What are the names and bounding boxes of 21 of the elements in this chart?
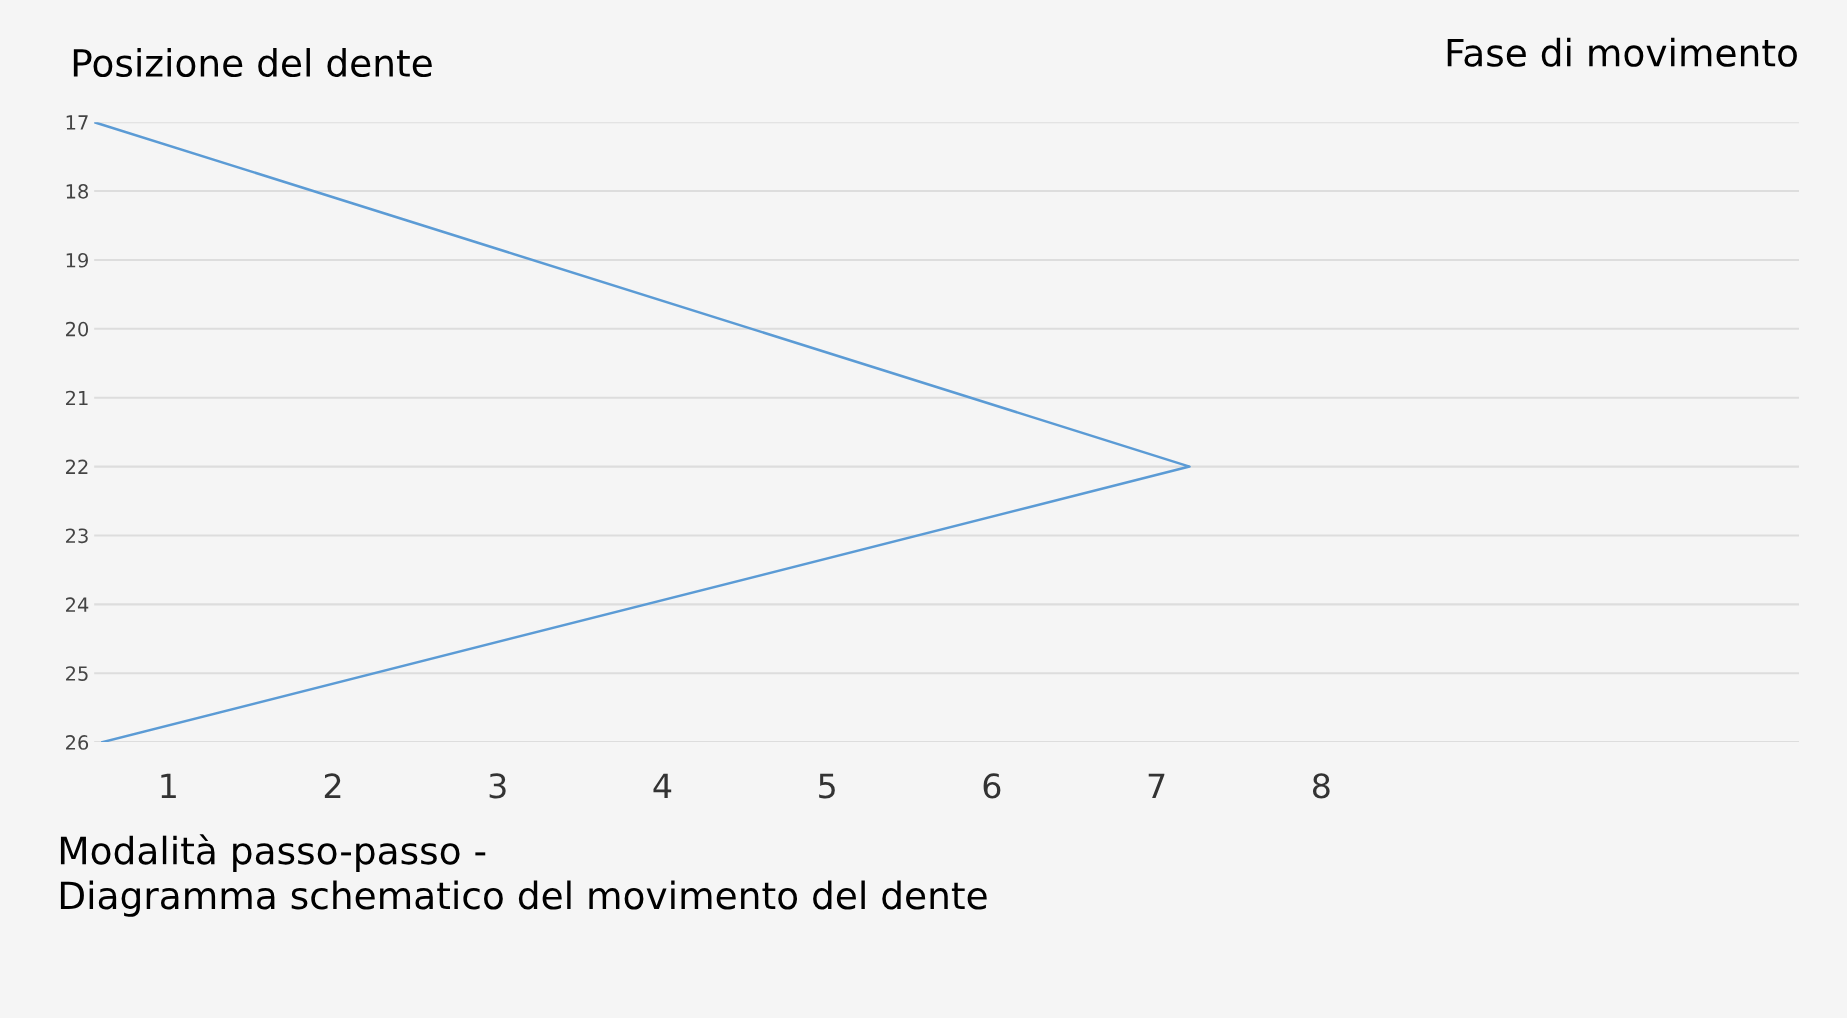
- y-tick-label: 21: [66, 390, 88, 406]
- y-axis-title: Posizione del dente: [73, 48, 432, 78]
- x-tick-label: 3: [489, 773, 506, 799]
- x-tick-label: 7: [1148, 773, 1165, 799]
- y-tick-label: 25: [66, 666, 88, 681]
- y-tick-label: 19: [66, 252, 88, 268]
- y-tick-label: 23: [66, 528, 88, 544]
- y-tick-label: 18: [66, 184, 88, 199]
- y-tick-label: 17: [66, 115, 88, 130]
- x-tick-label: 2: [324, 773, 341, 799]
- y-tick-label: 22: [66, 459, 88, 474]
- x-axis-title: Fase di movimento: [1447, 37, 1797, 67]
- y-tick-label: 20: [66, 321, 89, 337]
- y-tick-label: 26: [66, 735, 89, 750]
- x-tick-label: 5: [819, 773, 835, 799]
- y-tick-label: 24: [66, 597, 89, 612]
- x-tick-label: 4: [653, 773, 672, 799]
- text: Modalità passo-passo - Diagramma schematico del movimento del dente: [60, 834, 987, 917]
- x-tick-label: 1: [161, 773, 176, 799]
- x-tick-label: 6: [983, 773, 1001, 799]
- x-tick-label: 8: [1312, 773, 1330, 799]
